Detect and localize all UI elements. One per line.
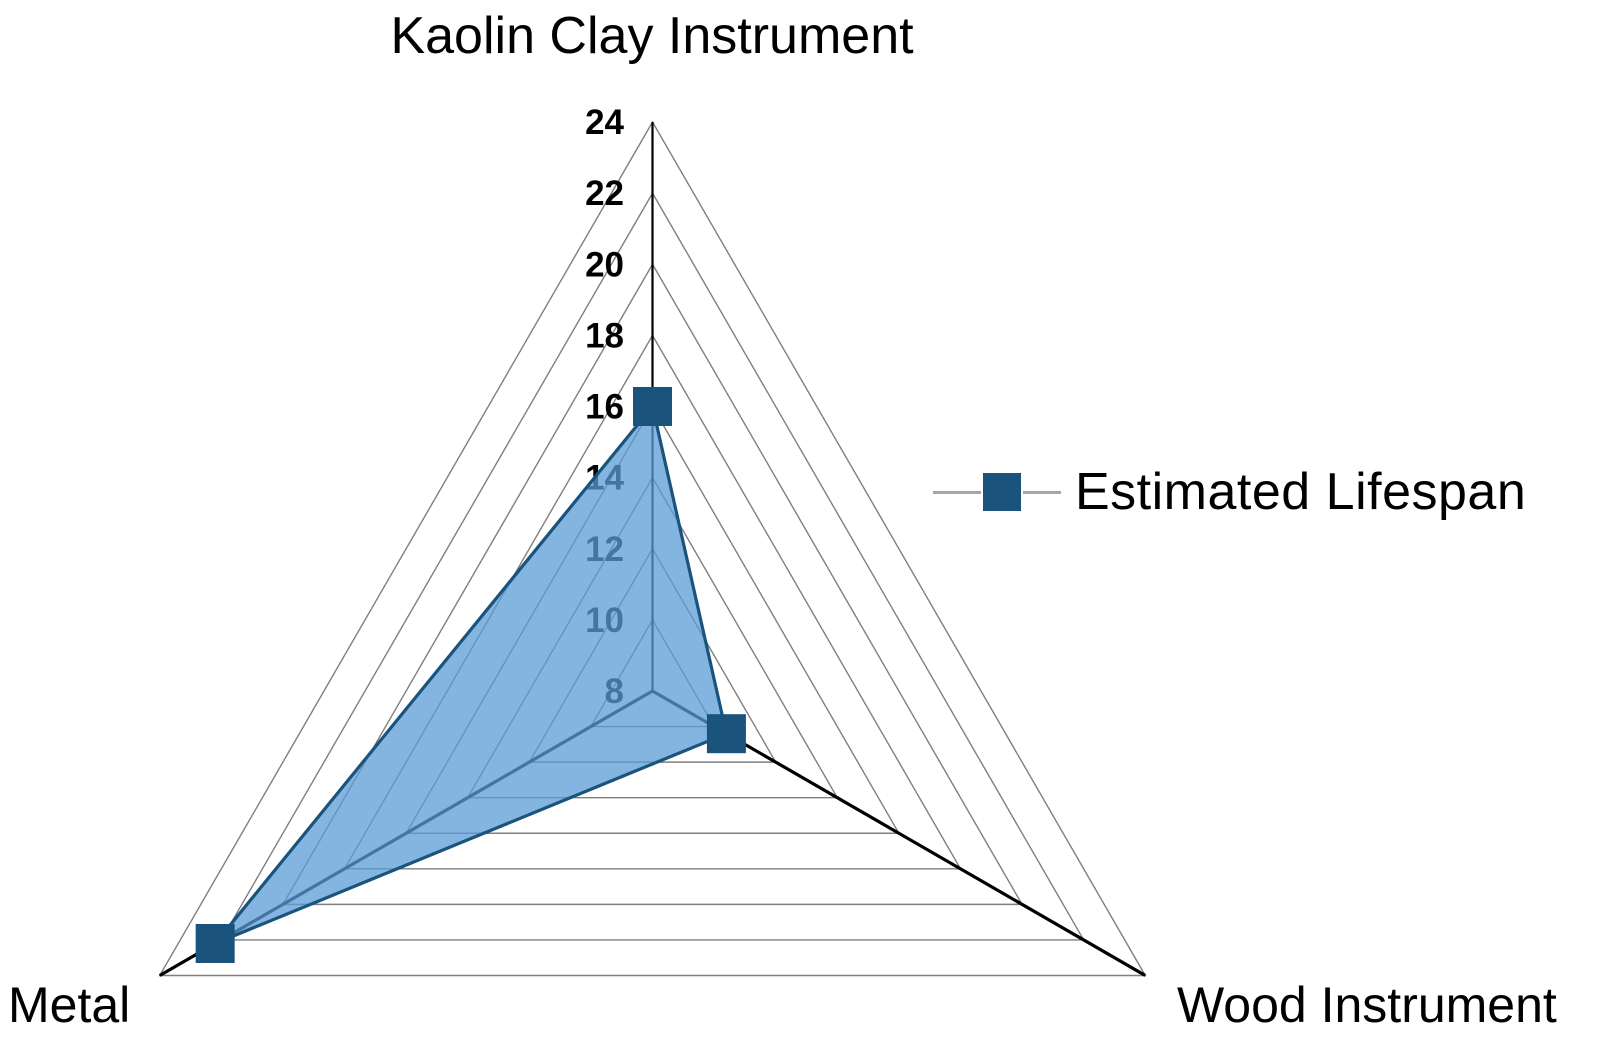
axis-tick-label: 20	[585, 245, 624, 284]
legend-line-right-segment	[1023, 490, 1061, 494]
legend-entry-label: Estimated Lifespan	[1075, 463, 1527, 521]
axis-tick-label: 16	[585, 388, 624, 427]
data-point-square-marker	[195, 923, 235, 963]
series-area	[213, 404, 729, 946]
legend-square-marker-icon	[983, 473, 1021, 511]
axis-tick-label: 22	[585, 174, 624, 213]
category-label-wood-instrument: Wood Instrument	[1177, 977, 1557, 1033]
grid-ring	[158, 120, 1147, 977]
data-point-square-marker	[633, 387, 672, 426]
category-label-metal: Metal	[8, 977, 131, 1033]
legend: Estimated Lifespan	[933, 462, 1526, 522]
axis-tick-label: 24	[585, 103, 624, 142]
grid-ring	[220, 191, 1085, 941]
axis-tick-label: 18	[585, 316, 624, 355]
grid-ring	[281, 262, 1024, 906]
category-label-kaolin-clay-instrument: Kaolin Clay Instrument	[390, 7, 914, 65]
legend-line-left-segment	[933, 490, 981, 494]
data-point-square-marker	[706, 714, 746, 754]
